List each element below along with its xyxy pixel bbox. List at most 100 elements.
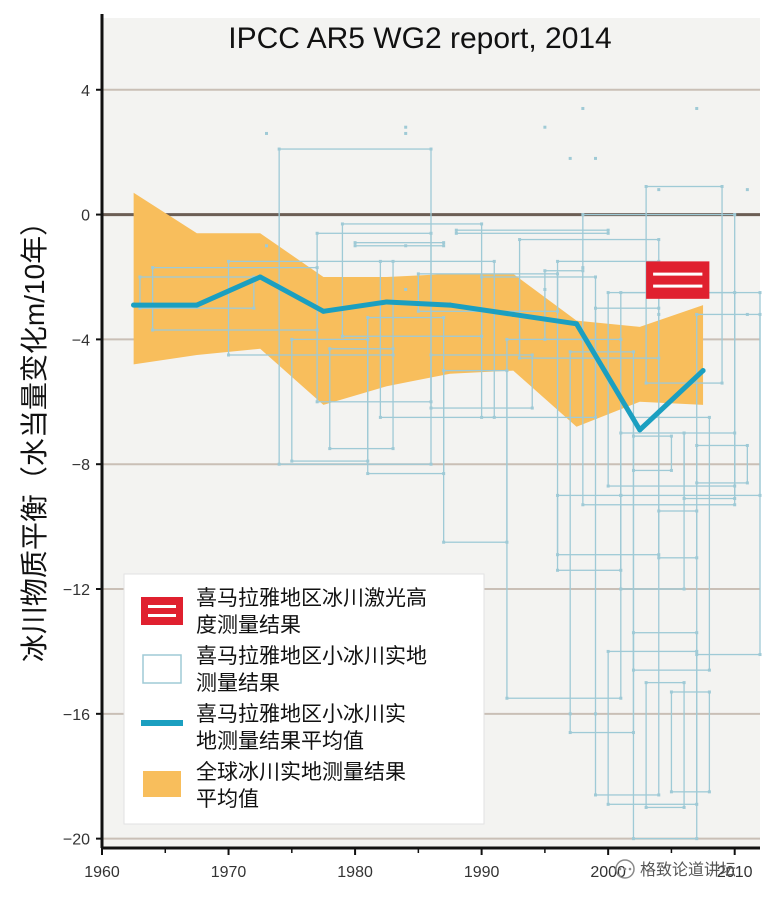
field-box-18-corner-0: [505, 337, 509, 341]
field-box-34-corner-0: [657, 312, 661, 316]
legend-label-2-0: 喜马拉雅地区小冰川实: [196, 703, 406, 726]
field-box-12-corner-0: [404, 287, 408, 291]
x-tick-label-3: 1990: [464, 864, 500, 881]
field-box-9-corner-0: [353, 241, 357, 245]
laser-box: [646, 261, 710, 299]
field-box-12-corner-3: [543, 125, 547, 129]
field-box-16-corner-3: [606, 231, 610, 235]
field-box-26-corner-0: [594, 306, 597, 310]
field-box-31-corner-0: [631, 631, 635, 635]
field-box-4-corner-3: [429, 462, 433, 466]
field-box-29-corner-3: [682, 587, 686, 591]
x-tick-label-1: 1970: [211, 864, 247, 881]
field-box-33: [645, 681, 685, 809]
field-box-4-corner-1: [429, 147, 433, 151]
field-box-23-corner-3: [594, 156, 597, 160]
field-box-41-corner-0: [543, 269, 547, 273]
field-box-30-corner-1: [707, 415, 711, 419]
laser-measurement: [646, 261, 710, 299]
field-box-13-corner-0: [416, 272, 420, 276]
field-box-28-corner-2: [606, 484, 610, 488]
field-box-11-corner-0: [378, 259, 382, 263]
field-box-17-corner-1: [594, 275, 597, 279]
field-box-10-corner-1: [442, 316, 446, 320]
field-box-30: [632, 416, 711, 671]
field-box-36-corner-3: [707, 790, 711, 794]
field-box-10-corner-0: [366, 316, 370, 320]
field-box-41-corner-3: [581, 337, 585, 341]
field-box-4-corner-2: [277, 462, 281, 466]
legend-label-0-0: 喜马拉雅地区冰川激光高: [196, 587, 427, 610]
field-box-2: [227, 260, 394, 356]
field-box-0-corner-3: [252, 306, 256, 310]
field-box-8-corner-0: [340, 222, 344, 226]
field-box-4-corner-0: [277, 147, 281, 151]
field-box-22-corner-1: [631, 350, 635, 354]
field-box-41: [544, 270, 584, 341]
field-box-37-corner-3: [733, 497, 737, 501]
field-box-41-corner-1: [581, 269, 585, 273]
field-box-9-corner-3: [442, 244, 446, 248]
mean-line: [131, 274, 706, 433]
mean-line-path: [131, 274, 706, 433]
field-box-6-corner-0: [315, 231, 319, 235]
field-box-41-corner-2: [543, 337, 547, 341]
field-box-25-corner-0: [581, 213, 585, 217]
y-tick-label-0: 4: [81, 83, 90, 100]
field-box-2-corner-2: [227, 353, 231, 357]
field-box-31-corner-3: [695, 837, 699, 841]
field-box-5-corner-0: [290, 337, 294, 341]
field-box-42-corner-0: [631, 434, 635, 438]
legend-box: [123, 573, 485, 825]
field-box-3-corner-2: [265, 131, 268, 135]
field-box-33-corner-1: [682, 681, 686, 685]
field-box-39-corner-3: [758, 653, 762, 657]
field-box-15-corner-0: [442, 369, 446, 373]
field-box-25-corner-1: [733, 213, 737, 217]
field-box-38-corner-3: [745, 481, 749, 485]
field-box-42-corner-1: [669, 434, 673, 438]
field-box-37: [683, 432, 736, 500]
mean-line-point-3: [320, 308, 326, 314]
y-tick-label-5: −16: [63, 707, 90, 724]
field-box-9-corner-2: [353, 244, 357, 248]
field-box-12-corner-2: [404, 125, 408, 129]
field-box-5-corner-2: [290, 459, 294, 463]
mean-line-point-6: [510, 311, 516, 317]
legend: 喜马拉雅地区冰川激光高度测量结果喜马拉雅地区小冰川实地测量结果喜马拉雅地区小冰川…: [123, 573, 485, 825]
legend-laser-symbol: [141, 597, 183, 625]
field-box-28-corner-0: [606, 291, 610, 295]
field-box-9-corner-1: [442, 241, 446, 245]
field-box-18-corner-2: [505, 696, 509, 700]
field-box-14-corner-1: [530, 353, 534, 357]
field-box-11: [379, 260, 495, 419]
field-box-32-corner-2: [644, 381, 648, 385]
field-box-6-corner-1: [429, 231, 433, 235]
legend-laser-stripe-2: [148, 614, 176, 617]
watermark-text: 格致论道讲坛: [640, 861, 736, 879]
field-box-13-corner-2: [416, 309, 420, 313]
field-box-33-corner-3: [682, 805, 686, 809]
field-box-2-corner-0: [227, 259, 231, 263]
mean-line-point-0: [131, 302, 137, 308]
mean-line-point-5: [447, 302, 453, 308]
field-box-35-corner-0: [657, 509, 661, 513]
watermark: 格致论道讲坛: [615, 859, 736, 879]
field-box-23-corner-0: [568, 712, 572, 716]
field-box-22-corner-2: [568, 731, 572, 735]
field-box-29-corner-2: [619, 587, 623, 591]
field-box-30-corner-3: [707, 668, 711, 672]
field-box-32-corner-0: [644, 184, 648, 188]
y-axis-label: 冰川物质平衡（水当量变化m/10年）: [19, 208, 50, 662]
field-box-14-corner-3: [530, 406, 534, 410]
field-box-18-corner-3: [619, 696, 623, 700]
field-box-32-corner-3: [720, 381, 724, 385]
field-box-23-corner-2: [568, 156, 572, 160]
field-box-14-corner-2: [429, 406, 433, 410]
field-box-19-corner-1: [657, 238, 661, 242]
field-box-21-corner-2: [556, 568, 560, 572]
chat-bubble-dot-3: [628, 867, 632, 871]
field-box-31: [632, 632, 698, 840]
field-box-0-corner-1: [252, 275, 256, 279]
